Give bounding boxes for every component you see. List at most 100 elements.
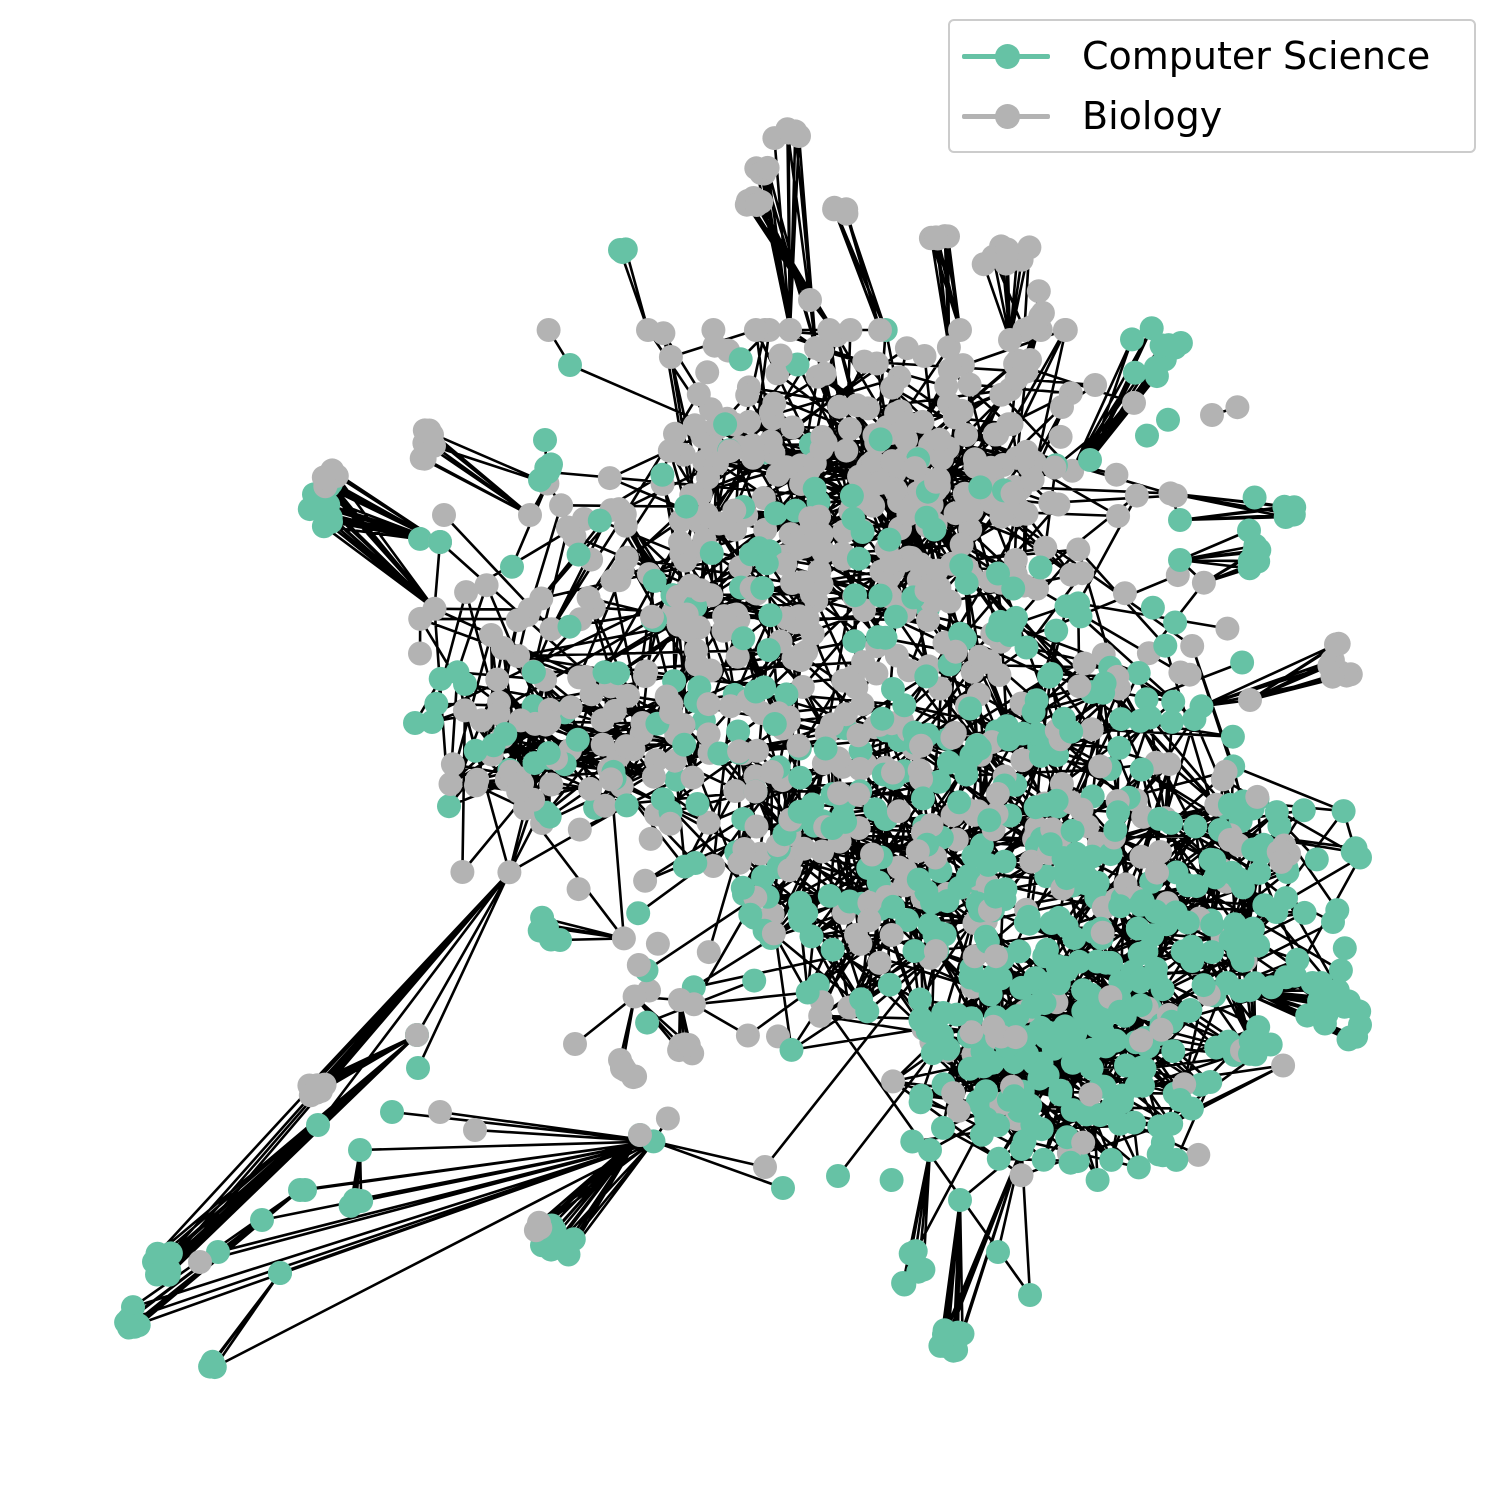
node-computer-science: [342, 1188, 367, 1212]
node-biology: [735, 383, 760, 408]
node-computer-science: [883, 604, 908, 629]
node-biology: [452, 698, 477, 723]
node-biology: [1072, 651, 1097, 676]
node-computer-science: [1048, 1078, 1073, 1103]
node-computer-science: [1135, 423, 1159, 448]
node-biology: [778, 318, 802, 342]
legend-label-computer-science: Computer Science: [1082, 34, 1431, 78]
node-biology: [1033, 535, 1058, 560]
node-computer-science: [453, 672, 477, 696]
node-biology: [1046, 492, 1071, 517]
node-computer-science: [949, 553, 974, 578]
node-computer-science: [1132, 1056, 1157, 1081]
node-computer-science: [873, 625, 898, 650]
node-biology: [822, 197, 847, 222]
node-biology: [1157, 752, 1182, 777]
node-computer-science: [958, 965, 983, 990]
node-biology: [880, 375, 905, 400]
node-biology: [638, 826, 663, 851]
node-biology: [984, 944, 1008, 969]
node-computer-science: [1107, 735, 1132, 760]
node-computer-science: [788, 765, 813, 790]
node-biology: [1009, 1163, 1034, 1188]
node-computer-science: [986, 561, 1010, 586]
node-computer-science: [1110, 1083, 1135, 1108]
node-biology: [857, 890, 882, 915]
node-biology: [722, 498, 747, 523]
node-biology: [919, 813, 944, 838]
node-biology: [1020, 467, 1045, 492]
node-computer-science: [935, 889, 960, 914]
node-computer-science: [1180, 949, 1205, 973]
node-computer-science: [1009, 1137, 1034, 1161]
node-biology: [1218, 828, 1242, 852]
node-computer-science: [1138, 705, 1162, 730]
node-computer-science: [1125, 916, 1150, 941]
node-biology: [743, 779, 768, 804]
node-computer-science: [1183, 814, 1208, 839]
node-computer-science: [879, 1168, 904, 1192]
node-biology: [846, 782, 871, 807]
node-computer-science: [565, 727, 590, 752]
node-computer-science: [986, 1146, 1011, 1171]
node-biology: [775, 117, 800, 142]
node-computer-science: [348, 1138, 372, 1162]
node-computer-science: [1078, 448, 1102, 472]
node-biology: [810, 839, 835, 864]
node-biology: [657, 438, 682, 463]
node-biology: [1010, 748, 1035, 773]
node-biology: [813, 430, 838, 455]
node-biology: [851, 650, 876, 675]
node-biology: [998, 328, 1022, 352]
node-computer-science: [931, 1115, 955, 1140]
node-biology: [909, 733, 934, 758]
node-biology: [941, 1081, 966, 1106]
node-computer-science: [898, 1241, 923, 1266]
node-computer-science: [978, 982, 1003, 1007]
node-biology: [408, 641, 432, 666]
node-biology: [688, 578, 713, 603]
node-computer-science: [788, 890, 813, 915]
node-computer-science: [906, 867, 931, 892]
node-biology: [902, 456, 927, 481]
node-computer-science: [1080, 844, 1105, 869]
node-biology: [486, 701, 511, 726]
node-computer-science: [931, 1001, 956, 1025]
node-biology: [1177, 662, 1202, 687]
node-computer-science: [1247, 538, 1272, 563]
node-biology: [607, 568, 632, 593]
node-biology: [655, 1106, 680, 1131]
node-computer-science: [685, 792, 710, 816]
node-biology: [658, 811, 683, 836]
node-computer-science: [802, 476, 827, 501]
node-biology: [611, 926, 636, 951]
node-computer-science: [920, 1041, 945, 1066]
node-computer-science: [743, 679, 768, 704]
node-computer-science: [1218, 927, 1243, 952]
node-computer-science: [927, 769, 952, 794]
node-computer-science: [771, 1176, 795, 1200]
node-biology: [807, 559, 832, 583]
node-computer-science: [1010, 721, 1035, 746]
node-computer-science: [1062, 926, 1087, 951]
node-computer-science: [1029, 1117, 1054, 1142]
node-computer-science: [1074, 1005, 1099, 1030]
node-computer-science: [1328, 958, 1353, 983]
node-biology: [567, 817, 592, 842]
node-biology: [908, 552, 933, 577]
node-computer-science: [1291, 798, 1316, 823]
node-computer-science: [1238, 1041, 1262, 1066]
node-computer-science: [1106, 800, 1130, 825]
node-computer-science: [953, 754, 978, 779]
node-biology: [847, 464, 872, 489]
node-computer-science: [1121, 1110, 1146, 1135]
node-biology: [985, 782, 1010, 806]
node-biology: [311, 465, 336, 490]
node-biology: [1129, 1028, 1154, 1053]
node-computer-science: [1024, 688, 1049, 713]
node-biology: [539, 617, 564, 642]
node-computer-science: [1127, 941, 1152, 966]
node-computer-science: [1200, 912, 1225, 937]
node-computer-science: [1175, 910, 1200, 935]
node-computer-science: [1147, 806, 1172, 831]
